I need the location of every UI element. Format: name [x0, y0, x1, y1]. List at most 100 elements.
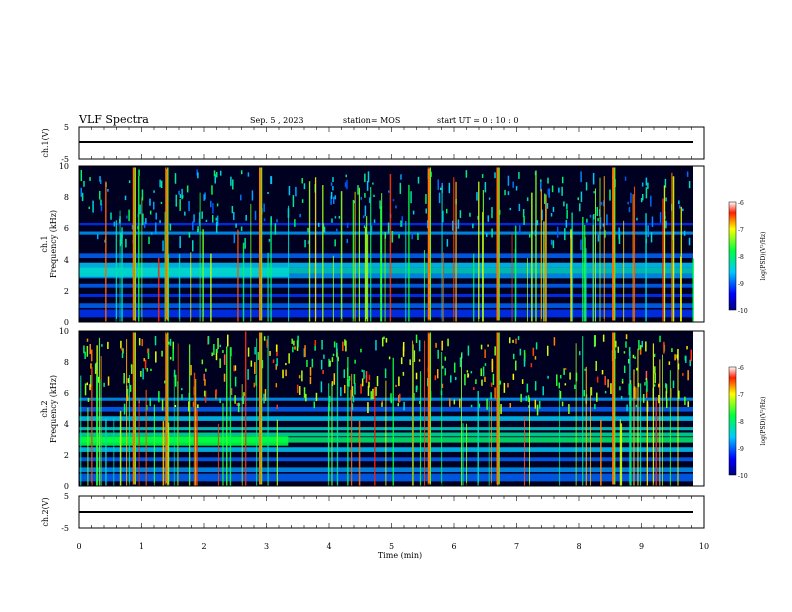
noise-speckle — [469, 212, 471, 217]
noise-speckle — [215, 349, 218, 361]
noise-speckle — [247, 172, 250, 177]
noise-speckle — [211, 352, 213, 357]
noise-speckle — [263, 203, 265, 213]
noise-speckle — [617, 346, 620, 353]
noise-speckle — [247, 369, 249, 380]
noise-speckle — [254, 362, 256, 375]
noise-speckle — [467, 345, 470, 356]
noise-speckle — [344, 339, 346, 346]
noise-speckle — [188, 232, 191, 238]
noise-speckle — [480, 368, 483, 377]
noise-speckle — [621, 378, 624, 382]
noise-speckle — [240, 226, 243, 231]
noise-speckle — [364, 205, 367, 217]
noise-speckle — [507, 383, 509, 388]
noise-speckle — [644, 382, 646, 386]
noise-speckle — [478, 403, 481, 408]
noise-speckle — [159, 220, 161, 224]
noise-speckle — [230, 388, 233, 395]
noise-speckle — [590, 387, 593, 396]
noise-speckle — [323, 354, 325, 359]
noise-speckle — [121, 352, 124, 358]
noise-speckle — [657, 383, 660, 388]
noise-speckle — [188, 401, 190, 412]
noise-speckle — [486, 398, 488, 410]
noise-speckle — [625, 341, 627, 348]
noise-speckle — [288, 186, 291, 196]
noise-speckle — [476, 192, 478, 201]
noise-speckle — [343, 384, 346, 394]
noise-speckle — [515, 360, 517, 371]
noise-speckle — [589, 214, 592, 218]
noise-speckle — [215, 217, 218, 221]
noise-speckle — [158, 391, 160, 403]
noise-speckle — [527, 395, 530, 403]
noise-speckle — [441, 340, 443, 351]
noise-speckle — [650, 232, 653, 243]
noise-speckle — [276, 219, 278, 223]
noise-speckle — [97, 376, 100, 383]
noise-speckle — [547, 189, 549, 195]
noise-speckle — [307, 227, 309, 233]
noise-speckle — [211, 185, 213, 195]
noise-speckle — [444, 370, 447, 376]
noise-speckle — [402, 371, 405, 376]
noise-speckle — [597, 218, 599, 222]
noise-speckle — [301, 199, 304, 203]
noise-speckle — [401, 216, 403, 227]
noise-speckle — [217, 338, 219, 350]
noise-speckle — [558, 187, 560, 193]
noise-speckle — [242, 396, 245, 405]
noise-speckle — [584, 368, 586, 371]
noise-speckle — [430, 171, 432, 177]
noise-speckle — [99, 179, 102, 184]
noise-speckle — [445, 208, 448, 214]
noise-speckle — [411, 232, 413, 240]
noise-speckle — [453, 399, 456, 405]
noise-speckle — [689, 359, 691, 367]
noise-speckle — [100, 203, 103, 212]
noise-speckle — [172, 349, 174, 361]
colorbar-tick-label: -8 — [738, 254, 744, 261]
noise-speckle — [592, 172, 595, 185]
noise-speckle — [532, 347, 535, 356]
noise-speckle — [606, 214, 608, 226]
frequency-band — [79, 273, 693, 279]
noise-speckle — [665, 384, 668, 394]
noise-speckle — [334, 195, 337, 200]
noise-speckle — [515, 186, 518, 191]
ytick-label: 5 — [64, 492, 69, 501]
noise-speckle — [266, 339, 268, 348]
noise-speckle — [330, 182, 333, 186]
noise-speckle — [338, 215, 341, 219]
y-axis-title: Frequency (kHz) — [49, 375, 58, 443]
noise-speckle — [291, 338, 293, 344]
x-tick-label: 5 — [389, 542, 394, 551]
noise-speckle — [336, 228, 338, 232]
noise-speckle — [686, 345, 688, 350]
noise-speckle — [203, 390, 206, 397]
noise-speckle — [354, 359, 356, 364]
noise-speckle — [240, 194, 242, 201]
noise-speckle — [88, 206, 91, 210]
noise-speckle — [641, 340, 644, 348]
noise-speckle — [417, 176, 420, 184]
noise-speckle — [84, 383, 87, 396]
noise-speckle — [204, 390, 207, 403]
noise-speckle — [442, 210, 444, 223]
colorbar-title: log(PSD)(V²/Hz) — [760, 397, 767, 446]
noise-speckle — [459, 210, 462, 219]
noise-speckle — [653, 353, 656, 358]
noise-speckle — [526, 383, 529, 393]
noise-speckle — [521, 379, 524, 384]
x-tick-label: 9 — [639, 542, 644, 551]
noise-speckle — [638, 340, 640, 350]
noise-speckle — [410, 191, 412, 204]
noise-speckle — [301, 178, 303, 184]
noise-speckle — [526, 197, 529, 202]
noise-speckle — [274, 223, 277, 235]
noise-speckle — [602, 334, 605, 342]
colorbar-gradient — [728, 201, 737, 311]
noise-speckle — [593, 214, 595, 220]
noise-speckle — [418, 359, 421, 362]
